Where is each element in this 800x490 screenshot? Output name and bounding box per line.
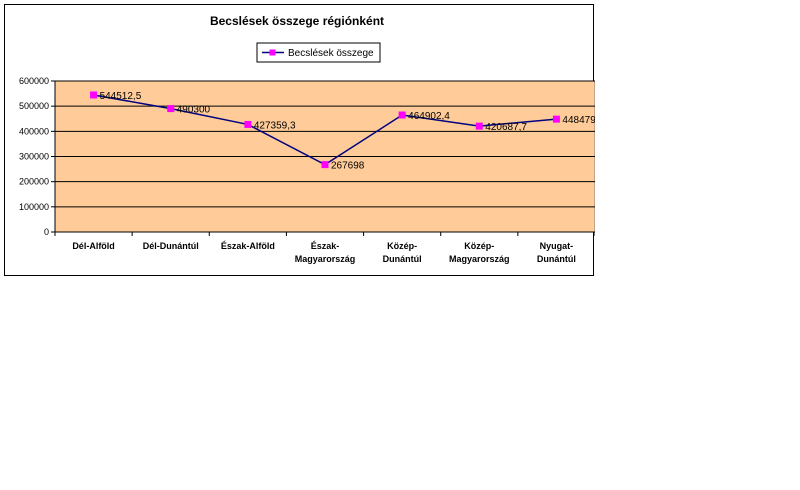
- x-tick-label: Dél-Alföld: [72, 241, 115, 251]
- x-tick-label: Közép-Magyarország: [449, 241, 510, 264]
- y-tick-label: 300000: [19, 152, 49, 162]
- y-tick-label: 400000: [19, 126, 49, 136]
- y-tick-label: 100000: [19, 202, 49, 212]
- legend: Becslések összege: [256, 42, 381, 63]
- data-label: 464902,4: [408, 111, 450, 122]
- legend-box: [256, 42, 381, 63]
- data-point: [321, 161, 329, 169]
- legend-label: Becslések összege: [288, 48, 374, 59]
- chart-title: Becslések összege régiónként: [210, 14, 384, 28]
- line-chart: Becslések összege régiónként Becslések ö…: [19, 14, 595, 264]
- y-tick-label: 200000: [19, 177, 49, 187]
- data-label: 490300: [177, 105, 211, 116]
- data-point: [90, 91, 98, 99]
- data-label: 427359,3: [254, 120, 296, 131]
- x-tick-label: Nyugat-Dunántúl: [537, 241, 576, 264]
- x-tick-label: Észak-Alföld: [221, 241, 275, 251]
- data-point: [244, 120, 252, 128]
- x-tick-label: Közép-Dunántúl: [383, 241, 422, 264]
- data-point: [475, 122, 483, 130]
- y-tick-label: 600000: [19, 76, 49, 86]
- x-tick-label: Dél-Dunántúl: [143, 241, 199, 251]
- data-point: [552, 115, 560, 123]
- y-tick-label: 0: [44, 227, 49, 237]
- data-label: 544512,5: [100, 91, 142, 102]
- x-tick-label: Észak-Magyarország: [295, 241, 356, 264]
- chart-frame: Becslések összege régiónként Becslések ö…: [4, 4, 595, 276]
- data-label: 267698: [331, 161, 365, 172]
- y-tick-label: 500000: [19, 101, 49, 111]
- data-point: [167, 105, 175, 113]
- data-label: 448479,8: [562, 115, 595, 126]
- legend-marker: [269, 49, 276, 56]
- data-point: [398, 111, 406, 119]
- data-label: 420687,7: [485, 122, 527, 133]
